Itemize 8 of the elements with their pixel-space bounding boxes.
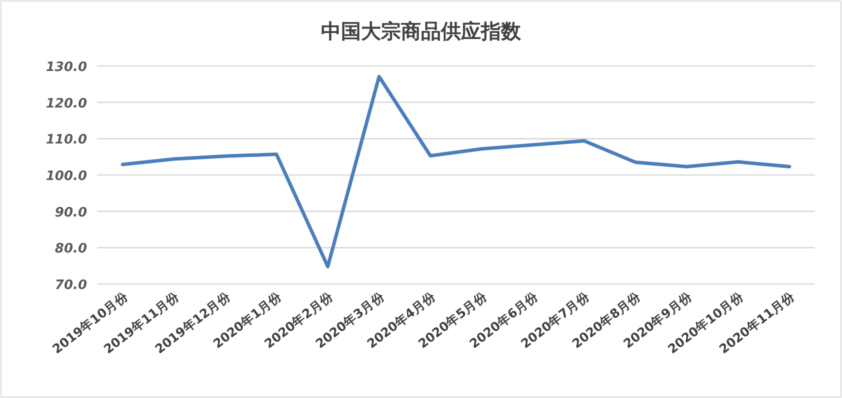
y-tick-label: 110.0 bbox=[46, 132, 87, 148]
y-tick-label: 130.0 bbox=[46, 60, 87, 75]
y-tick-label: 100.0 bbox=[46, 169, 87, 184]
y-tick-label: 120.0 bbox=[46, 96, 87, 112]
y-tick-label: 70.0 bbox=[54, 278, 87, 293]
y-tick-label: 80.0 bbox=[54, 242, 87, 257]
title: 中国大宗商品供应指数 bbox=[321, 19, 521, 43]
y-tick-label: 90.0 bbox=[54, 205, 87, 220]
